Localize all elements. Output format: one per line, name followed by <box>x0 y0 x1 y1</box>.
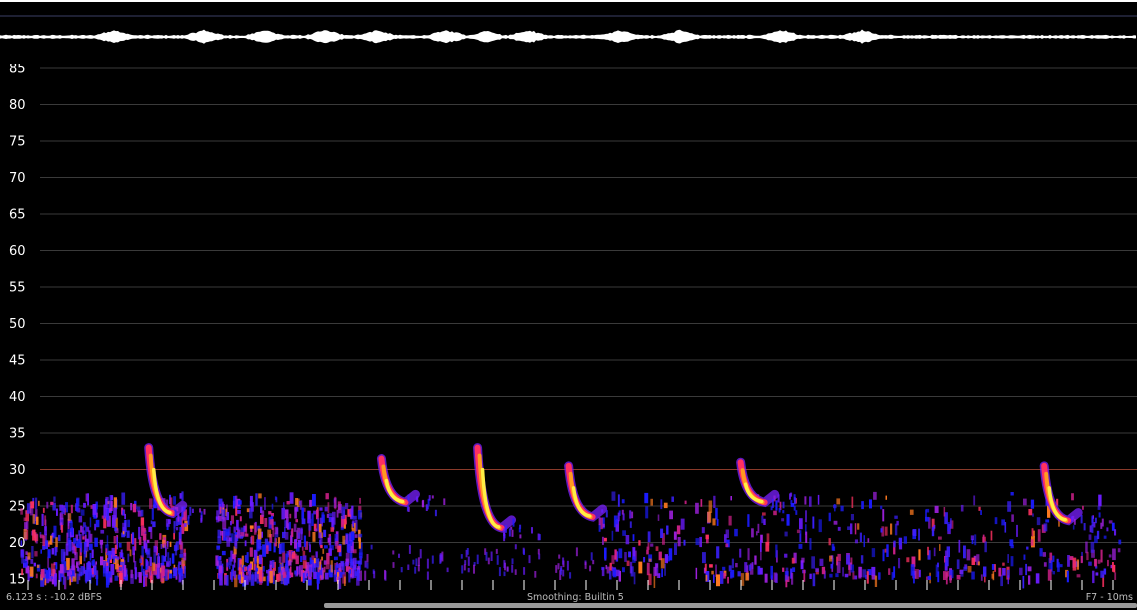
freq-label-40: 40 <box>9 390 26 405</box>
freq-label-35: 35 <box>9 427 26 442</box>
freq-label-85: 85 <box>9 64 26 77</box>
cursor-readout: 6.123 s : -10.2 dBFS <box>6 592 102 603</box>
spectrogram-background <box>0 64 1137 610</box>
call-6 <box>1039 461 1109 533</box>
call-1 <box>144 443 206 529</box>
top-border <box>0 0 1137 2</box>
freq-label-30: 30 <box>9 463 26 478</box>
freq-label-25: 25 <box>9 500 26 515</box>
call-5 <box>736 457 807 515</box>
freq-label-50: 50 <box>9 317 26 332</box>
waveform-background <box>0 2 1137 64</box>
call-2 <box>376 454 446 517</box>
call-3 <box>473 443 541 542</box>
horizontal-scrollbar-thumb[interactable] <box>324 603 1137 608</box>
fft-label: F7 - 10ms <box>1086 592 1133 603</box>
frequency-axis-labels: 15 20 25 30 35 40 45 50 55 60 65 70 75 80 85 <box>9 64 26 588</box>
call-4 <box>564 461 634 532</box>
freq-label-65: 65 <box>9 208 26 223</box>
spectrogram-panel[interactable]: 15 20 25 30 35 40 45 50 55 60 65 70 75 80 85 6.123 s :… <box>0 64 1137 610</box>
waveform-panel[interactable] <box>0 2 1137 64</box>
bat-call-traces <box>144 443 1109 542</box>
freq-label-60: 60 <box>9 244 26 259</box>
time-axis-ticks <box>27 580 1114 590</box>
freq-label-55: 55 <box>9 281 26 296</box>
freq-label-80: 80 <box>9 98 26 113</box>
freq-label-75: 75 <box>9 135 26 150</box>
freq-label-45: 45 <box>9 354 26 369</box>
smoothing-label: Smoothing: Builtin 5 <box>527 592 624 603</box>
spectrogram-energy <box>20 491 1122 590</box>
freq-label-20: 20 <box>9 536 26 551</box>
waveform-trace <box>0 29 1136 44</box>
freq-label-15: 15 <box>9 573 26 588</box>
frequency-gridlines <box>40 67 1137 543</box>
freq-label-70: 70 <box>9 171 26 186</box>
